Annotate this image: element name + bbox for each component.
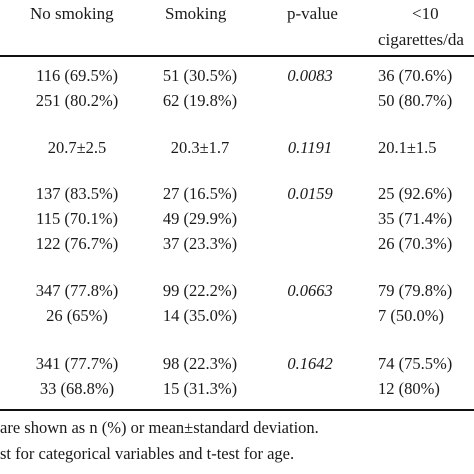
bottom-rule <box>0 409 474 411</box>
header-no-smoking: No smoking <box>30 4 114 23</box>
cell-smoking: 62 (19.8%) <box>162 91 238 110</box>
cell-no-smoking: 137 (83.5%) <box>35 184 119 203</box>
cell-lt10: 7 (50.0%) <box>378 306 444 325</box>
cell-smoking: 99 (22.2%) <box>162 281 238 300</box>
cell-no-smoking: 115 (70.1%) <box>36 209 118 228</box>
cell-p-value: 0.0159 <box>287 184 333 203</box>
header-rule <box>0 55 474 57</box>
cell-smoking: 49 (29.9%) <box>162 209 238 228</box>
cell-lt10: 35 (71.4%) <box>378 209 453 228</box>
cell-lt10: 79 (79.8%) <box>378 281 453 300</box>
header-lt10-line1: <10 <box>412 4 439 23</box>
footnote-2: st for categorical variables and t-test … <box>0 444 295 463</box>
cell-no-smoking: 251 (80.2%) <box>35 91 119 110</box>
footnote-1: are shown as n (%) or mean±standard devi… <box>0 418 319 437</box>
cell-no-smoking: 347 (77.8%) <box>35 281 119 300</box>
header-smoking: Smoking <box>165 4 227 23</box>
cell-p-value: 0.1642 <box>287 354 333 373</box>
cell-no-smoking: 116 (69.5%) <box>36 66 118 85</box>
cell-smoking: 37 (23.3%) <box>162 234 238 253</box>
cell-smoking: 98 (22.3%) <box>162 354 238 373</box>
cell-lt10: 36 (70.6%) <box>378 66 453 85</box>
cell-no-smoking: 122 (76.7%) <box>35 234 119 253</box>
cell-lt10: 50 (80.7%) <box>378 91 453 110</box>
cell-lt10: 26 (70.3%) <box>378 234 453 253</box>
header-lt10-line2: cigarettes/da <box>378 30 464 49</box>
cell-p-value: 0.0083 <box>287 66 333 85</box>
cell-smoking: 20.3±1.7 <box>170 138 230 157</box>
cell-no-smoking: 341 (77.7%) <box>35 354 119 373</box>
cell-no-smoking: 33 (68.8%) <box>39 379 115 398</box>
cell-lt10: 25 (92.6%) <box>378 184 453 203</box>
cell-no-smoking: 26 (65%) <box>46 306 108 325</box>
cell-no-smoking: 20.7±2.5 <box>47 138 107 157</box>
cell-lt10: 20.1±1.5 <box>378 138 437 157</box>
cell-smoking: 51 (30.5%) <box>162 66 238 85</box>
cell-smoking: 14 (35.0%) <box>162 306 238 325</box>
cell-p-value: 0.1191 <box>287 138 333 157</box>
header-p-value: p-value <box>287 4 338 23</box>
cell-smoking: 27 (16.5%) <box>162 184 238 203</box>
cell-lt10: 74 (75.5%) <box>378 354 453 373</box>
cell-p-value: 0.0663 <box>287 281 333 300</box>
cell-lt10: 12 (80%) <box>378 379 440 398</box>
cell-smoking: 15 (31.3%) <box>162 379 238 398</box>
